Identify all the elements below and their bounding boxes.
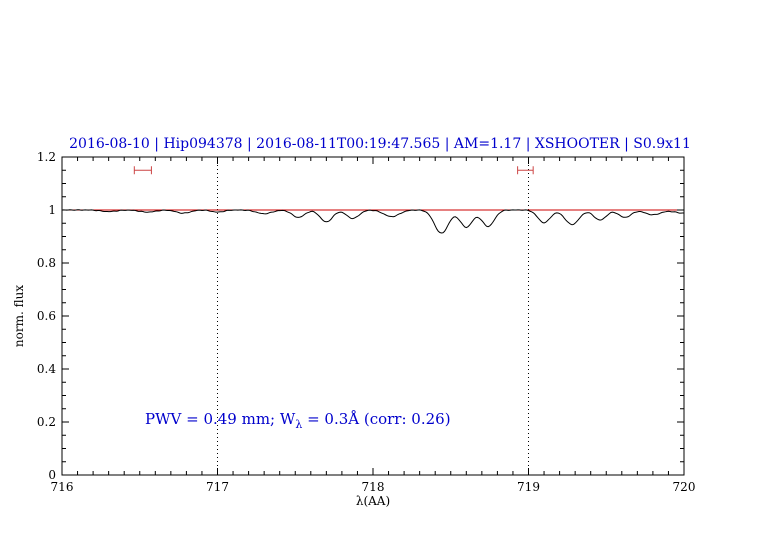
pwv-annotation: PWV = 0.49 mm; Wλ = 0.3Å (corr: 0.26) — [145, 410, 451, 431]
y-tick-label: 0.8 — [37, 256, 56, 270]
pwv-annotation-subscript: λ — [295, 418, 303, 431]
pwv-annotation-suffix: = 0.3Å (corr: 0.26) — [302, 410, 451, 428]
x-tick-label: 716 — [51, 480, 74, 494]
x-tick-label: 720 — [673, 480, 696, 494]
y-tick-label: 0.6 — [37, 309, 56, 323]
plot-title: 2016-08-10 | Hip094378 | 2016-08-11T00:1… — [69, 136, 691, 152]
y-tick-label: 1.2 — [37, 150, 56, 164]
x-tick-label: 719 — [517, 480, 540, 494]
x-axis-label: λ(AA) — [355, 494, 391, 508]
x-tick-label: 718 — [362, 480, 385, 494]
y-axis-label: norm. flux — [12, 284, 26, 348]
x-tick-label: 717 — [206, 480, 229, 494]
y-tick-label: 1 — [48, 203, 56, 217]
y-tick-label: 0 — [48, 468, 56, 482]
y-tick-label: 0.2 — [37, 415, 56, 429]
y-tick-label: 0.4 — [37, 362, 56, 376]
pwv-annotation-prefix: PWV = 0.49 mm; W — [145, 410, 296, 428]
